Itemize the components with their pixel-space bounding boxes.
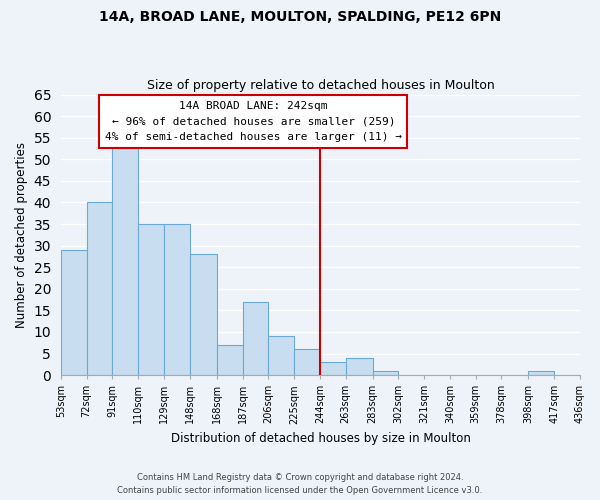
Bar bbox=[86, 202, 112, 375]
Bar bbox=[242, 302, 268, 375]
Bar bbox=[320, 362, 346, 375]
Y-axis label: Number of detached properties: Number of detached properties bbox=[15, 142, 28, 328]
Bar bbox=[346, 358, 373, 375]
Bar bbox=[268, 336, 294, 375]
Bar bbox=[138, 224, 164, 375]
Bar bbox=[164, 224, 190, 375]
X-axis label: Distribution of detached houses by size in Moulton: Distribution of detached houses by size … bbox=[170, 432, 470, 445]
Bar bbox=[112, 142, 138, 375]
Title: Size of property relative to detached houses in Moulton: Size of property relative to detached ho… bbox=[146, 79, 494, 92]
Bar bbox=[294, 349, 320, 375]
Text: Contains HM Land Registry data © Crown copyright and database right 2024.
Contai: Contains HM Land Registry data © Crown c… bbox=[118, 474, 482, 495]
Bar bbox=[61, 250, 86, 375]
Bar bbox=[190, 254, 217, 375]
Text: 14A BROAD LANE: 242sqm
← 96% of detached houses are smaller (259)
4% of semi-det: 14A BROAD LANE: 242sqm ← 96% of detached… bbox=[105, 101, 402, 142]
Text: 14A, BROAD LANE, MOULTON, SPALDING, PE12 6PN: 14A, BROAD LANE, MOULTON, SPALDING, PE12… bbox=[99, 10, 501, 24]
Bar bbox=[373, 371, 398, 375]
Bar bbox=[529, 371, 554, 375]
Bar bbox=[217, 345, 242, 375]
